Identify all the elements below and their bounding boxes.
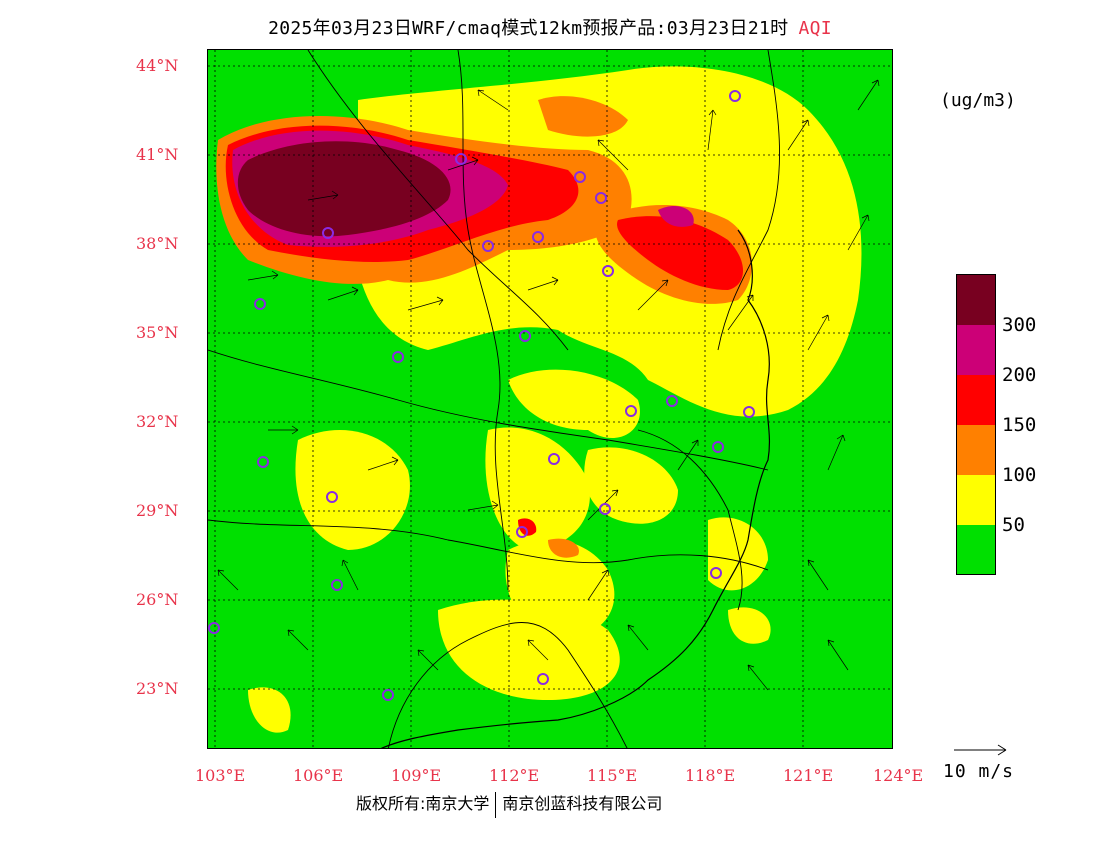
map-title: 2025年03月23日WRF/cmaq模式12km预报产品:03月23日21时 A…: [0, 14, 1100, 40]
legend-swatch-very-unhealthy: [957, 325, 995, 375]
footer-separator: [495, 791, 497, 818]
lon-label: 115°E: [587, 766, 638, 785]
aqi-map: [208, 50, 892, 748]
lon-label: 103°E: [195, 766, 246, 785]
lon-label: 118°E: [685, 766, 736, 785]
lat-label: 32°N: [136, 412, 179, 431]
lon-label: 121°E: [783, 766, 834, 785]
wind-reference-label: 10 m/s: [943, 761, 1015, 782]
map-title-text: 2025年03月23日WRF/cmaq模式12km预报产品:03月23日21时: [268, 18, 789, 39]
copyright-right: 南京创蓝科技有限公司: [502, 794, 663, 813]
lat-label: 41°N: [136, 145, 179, 164]
coastline: [380, 229, 771, 748]
lat-label: 29°N: [136, 501, 179, 520]
lat-label: 26°N: [136, 590, 179, 609]
copyright-footer: 版权所有:南京大学 南京创蓝科技有限公司: [356, 790, 662, 818]
legend-label: 300: [1002, 314, 1037, 336]
legend-swatch-usg: [957, 425, 995, 475]
wind-vectors: [217, 79, 880, 691]
lon-label: 106°E: [293, 766, 344, 785]
map-panel: [207, 49, 893, 749]
legend-swatch-good: [957, 525, 995, 574]
aqi-hazardous-regions: [237, 141, 451, 237]
lat-label: 23°N: [136, 679, 179, 698]
copyright-left: 版权所有:南京大学: [356, 794, 490, 813]
lon-label: 124°E: [873, 766, 924, 785]
legend-label: 200: [1002, 364, 1037, 386]
legend-unit: (ug/m3): [940, 90, 1016, 111]
wind-reference-arrow: [954, 744, 1007, 756]
lat-label: 35°N: [136, 323, 179, 342]
legend-swatch-moderate: [957, 475, 995, 525]
color-legend: [956, 274, 996, 575]
legend-label: 50: [1002, 514, 1025, 536]
lat-label: 38°N: [136, 234, 179, 253]
lon-label: 109°E: [391, 766, 442, 785]
lon-label: 112°E: [489, 766, 540, 785]
lat-label: 44°N: [136, 56, 179, 75]
legend-swatch-unhealthy: [957, 375, 995, 425]
legend-swatch-hazardous: [957, 275, 995, 325]
legend-label: 100: [1002, 464, 1037, 486]
province-boundaries: [208, 50, 780, 748]
variable-label: AQI: [798, 18, 832, 39]
station-markers: [208, 90, 755, 701]
legend-label: 150: [1002, 414, 1037, 436]
